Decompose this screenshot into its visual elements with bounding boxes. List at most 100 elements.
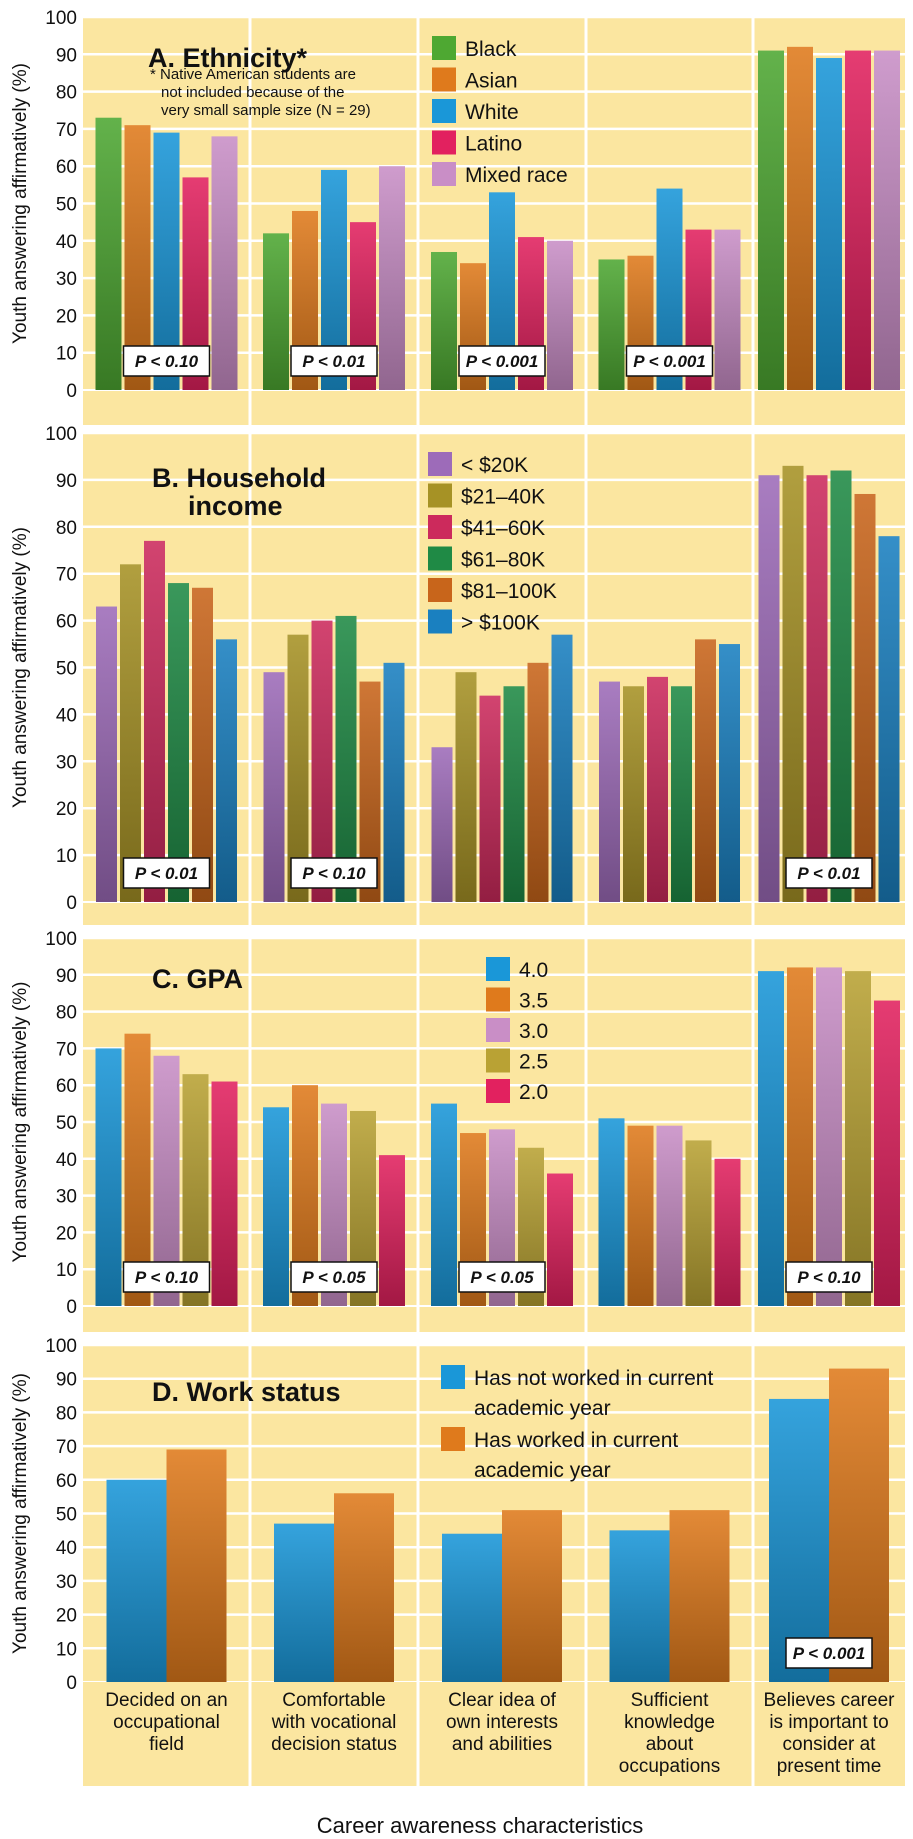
bar: 3.5: 49: [627, 1125, 654, 1306]
bar: Mixed race: 60: [379, 166, 405, 390]
y-tick-label: 60: [56, 1471, 77, 1492]
bar: Has not worked in current academic year:…: [442, 1533, 502, 1682]
bar: $21–40K: 46: [623, 686, 644, 902]
bar: Mixed race: 43: [714, 229, 741, 390]
p-value-label: P < 0.01: [135, 864, 198, 883]
bar: Black: 35: [598, 259, 625, 390]
bar: Has not worked in current academic year:…: [274, 1523, 334, 1682]
category-label-line: knowledge: [624, 1712, 715, 1733]
legend-label: 3.5: [519, 990, 548, 1013]
legend-label: Asian: [465, 70, 518, 93]
bar: 2.0: 41: [379, 1155, 405, 1306]
p-value-box: P < 0.10: [290, 857, 378, 889]
legend-label: $61–80K: [461, 549, 545, 572]
p-value-box: P < 0.10: [122, 1261, 211, 1293]
bar: 4.0: 70: [95, 1048, 122, 1306]
y-tick-label: 10: [56, 344, 77, 365]
y-tick-label: 60: [56, 157, 77, 178]
p-value-label: P < 0.05: [470, 1268, 534, 1287]
legend-swatch: [432, 36, 456, 60]
footnote: * Native American students are: [150, 66, 356, 83]
bar: Has not worked in current academic year:…: [609, 1530, 670, 1682]
p-value-label: P < 0.001: [793, 1644, 866, 1663]
legend-label: Black: [465, 38, 517, 61]
bar: 3.0: 49: [656, 1125, 683, 1306]
y-tick-label: 80: [56, 1003, 77, 1024]
bar: Black: 42: [263, 233, 289, 390]
legend-label: Has worked in current: [474, 1429, 678, 1452]
p-value-label: P < 0.01: [797, 864, 860, 883]
bar: Has worked in current academic year: 93: [829, 1368, 889, 1682]
p-value-label: P < 0.10: [135, 352, 199, 371]
bar: $41–60K: 60: [311, 620, 333, 902]
x-axis-title: Career awareness characteristics: [317, 1813, 643, 1838]
y-tick-label: 50: [56, 1113, 77, 1134]
category-label-line: about: [646, 1734, 694, 1755]
legend-swatch: [428, 609, 452, 634]
y-tick-label: 30: [56, 752, 77, 773]
bar: Has worked in current academic year: 51: [502, 1510, 562, 1682]
bar: < $20K: 33: [431, 747, 453, 902]
bar: 4.0: 91: [758, 971, 784, 1306]
y-tick-label: 90: [56, 45, 77, 66]
bar: $41–60K: 44: [479, 695, 501, 902]
legend-swatch: [486, 1079, 510, 1103]
bar: $61–80K: 92: [830, 470, 852, 902]
bar: Latino: 91: [845, 50, 871, 390]
y-tick-label: 70: [56, 1437, 77, 1458]
bar: 3.5: 92: [787, 967, 813, 1306]
bar: Mixed race: 91: [874, 50, 900, 390]
y-tick-label: 80: [56, 518, 77, 539]
bar: $21–40K: 57: [287, 634, 309, 902]
bar: > $100K: 56: [216, 639, 237, 902]
y-tick-label: 40: [56, 1538, 77, 1559]
bar: $21–40K: 93: [782, 465, 804, 902]
y-tick-label: 20: [56, 1606, 77, 1627]
p-value-box: P < 0.10: [122, 345, 211, 377]
bar: $41–60K: 48: [647, 676, 668, 902]
legend-swatch: [428, 546, 452, 571]
bar: $41–60K: 77: [144, 540, 165, 902]
bar: $81–100K: 87: [854, 493, 876, 902]
footnote: not included because of the: [161, 84, 344, 101]
legend: < $20K $21–40K $41–60K $61–80K $81–100K > $10…: [428, 452, 557, 635]
p-value-box: P < 0.001: [785, 1637, 873, 1669]
panel-title: A. Ethnicity*: [148, 43, 308, 73]
p-value-label: P < 0.05: [302, 1268, 366, 1287]
bar: $81–100K: 47: [359, 681, 381, 902]
y-tick-label: 0: [66, 1673, 77, 1694]
p-value-box: P < 0.01: [785, 857, 873, 889]
bar: < $20K: 49: [263, 672, 285, 902]
category-label-line: present time: [777, 1756, 882, 1777]
bar: < $20K: 91: [758, 475, 780, 902]
bar: Has not worked in current academic year:…: [769, 1398, 829, 1682]
legend-label: academic year: [474, 1459, 611, 1482]
legend-label: $81–100K: [461, 580, 557, 603]
y-tick-label: 90: [56, 471, 77, 492]
category-label-line: Clear idea of: [448, 1690, 556, 1711]
y-tick-label: 30: [56, 269, 77, 290]
legend-swatch: [428, 483, 452, 508]
category-label-line: and abilities: [452, 1734, 552, 1755]
y-tick-label: 10: [56, 1260, 77, 1281]
legend-label: Has not worked in current: [474, 1367, 713, 1390]
p-value-label: P < 0.001: [633, 352, 706, 371]
y-tick-label: 60: [56, 1076, 77, 1097]
category-label-line: field: [149, 1734, 184, 1755]
bar: Black: 37: [431, 251, 457, 390]
bar: 3.5: 74: [124, 1033, 151, 1306]
legend-swatch: [486, 1018, 510, 1042]
bar: $61–80K: 68: [168, 583, 189, 902]
y-tick-label: 70: [56, 120, 77, 141]
legend-label: 2.5: [519, 1051, 548, 1074]
y-tick-label: 60: [56, 612, 77, 633]
bar: Asian: 92: [787, 46, 813, 391]
y-tick-label: 80: [56, 83, 77, 104]
bar: White: 89: [816, 58, 842, 390]
category-label-line: Believes career: [764, 1690, 896, 1711]
bar: Has worked in current academic year: 69: [166, 1449, 227, 1682]
